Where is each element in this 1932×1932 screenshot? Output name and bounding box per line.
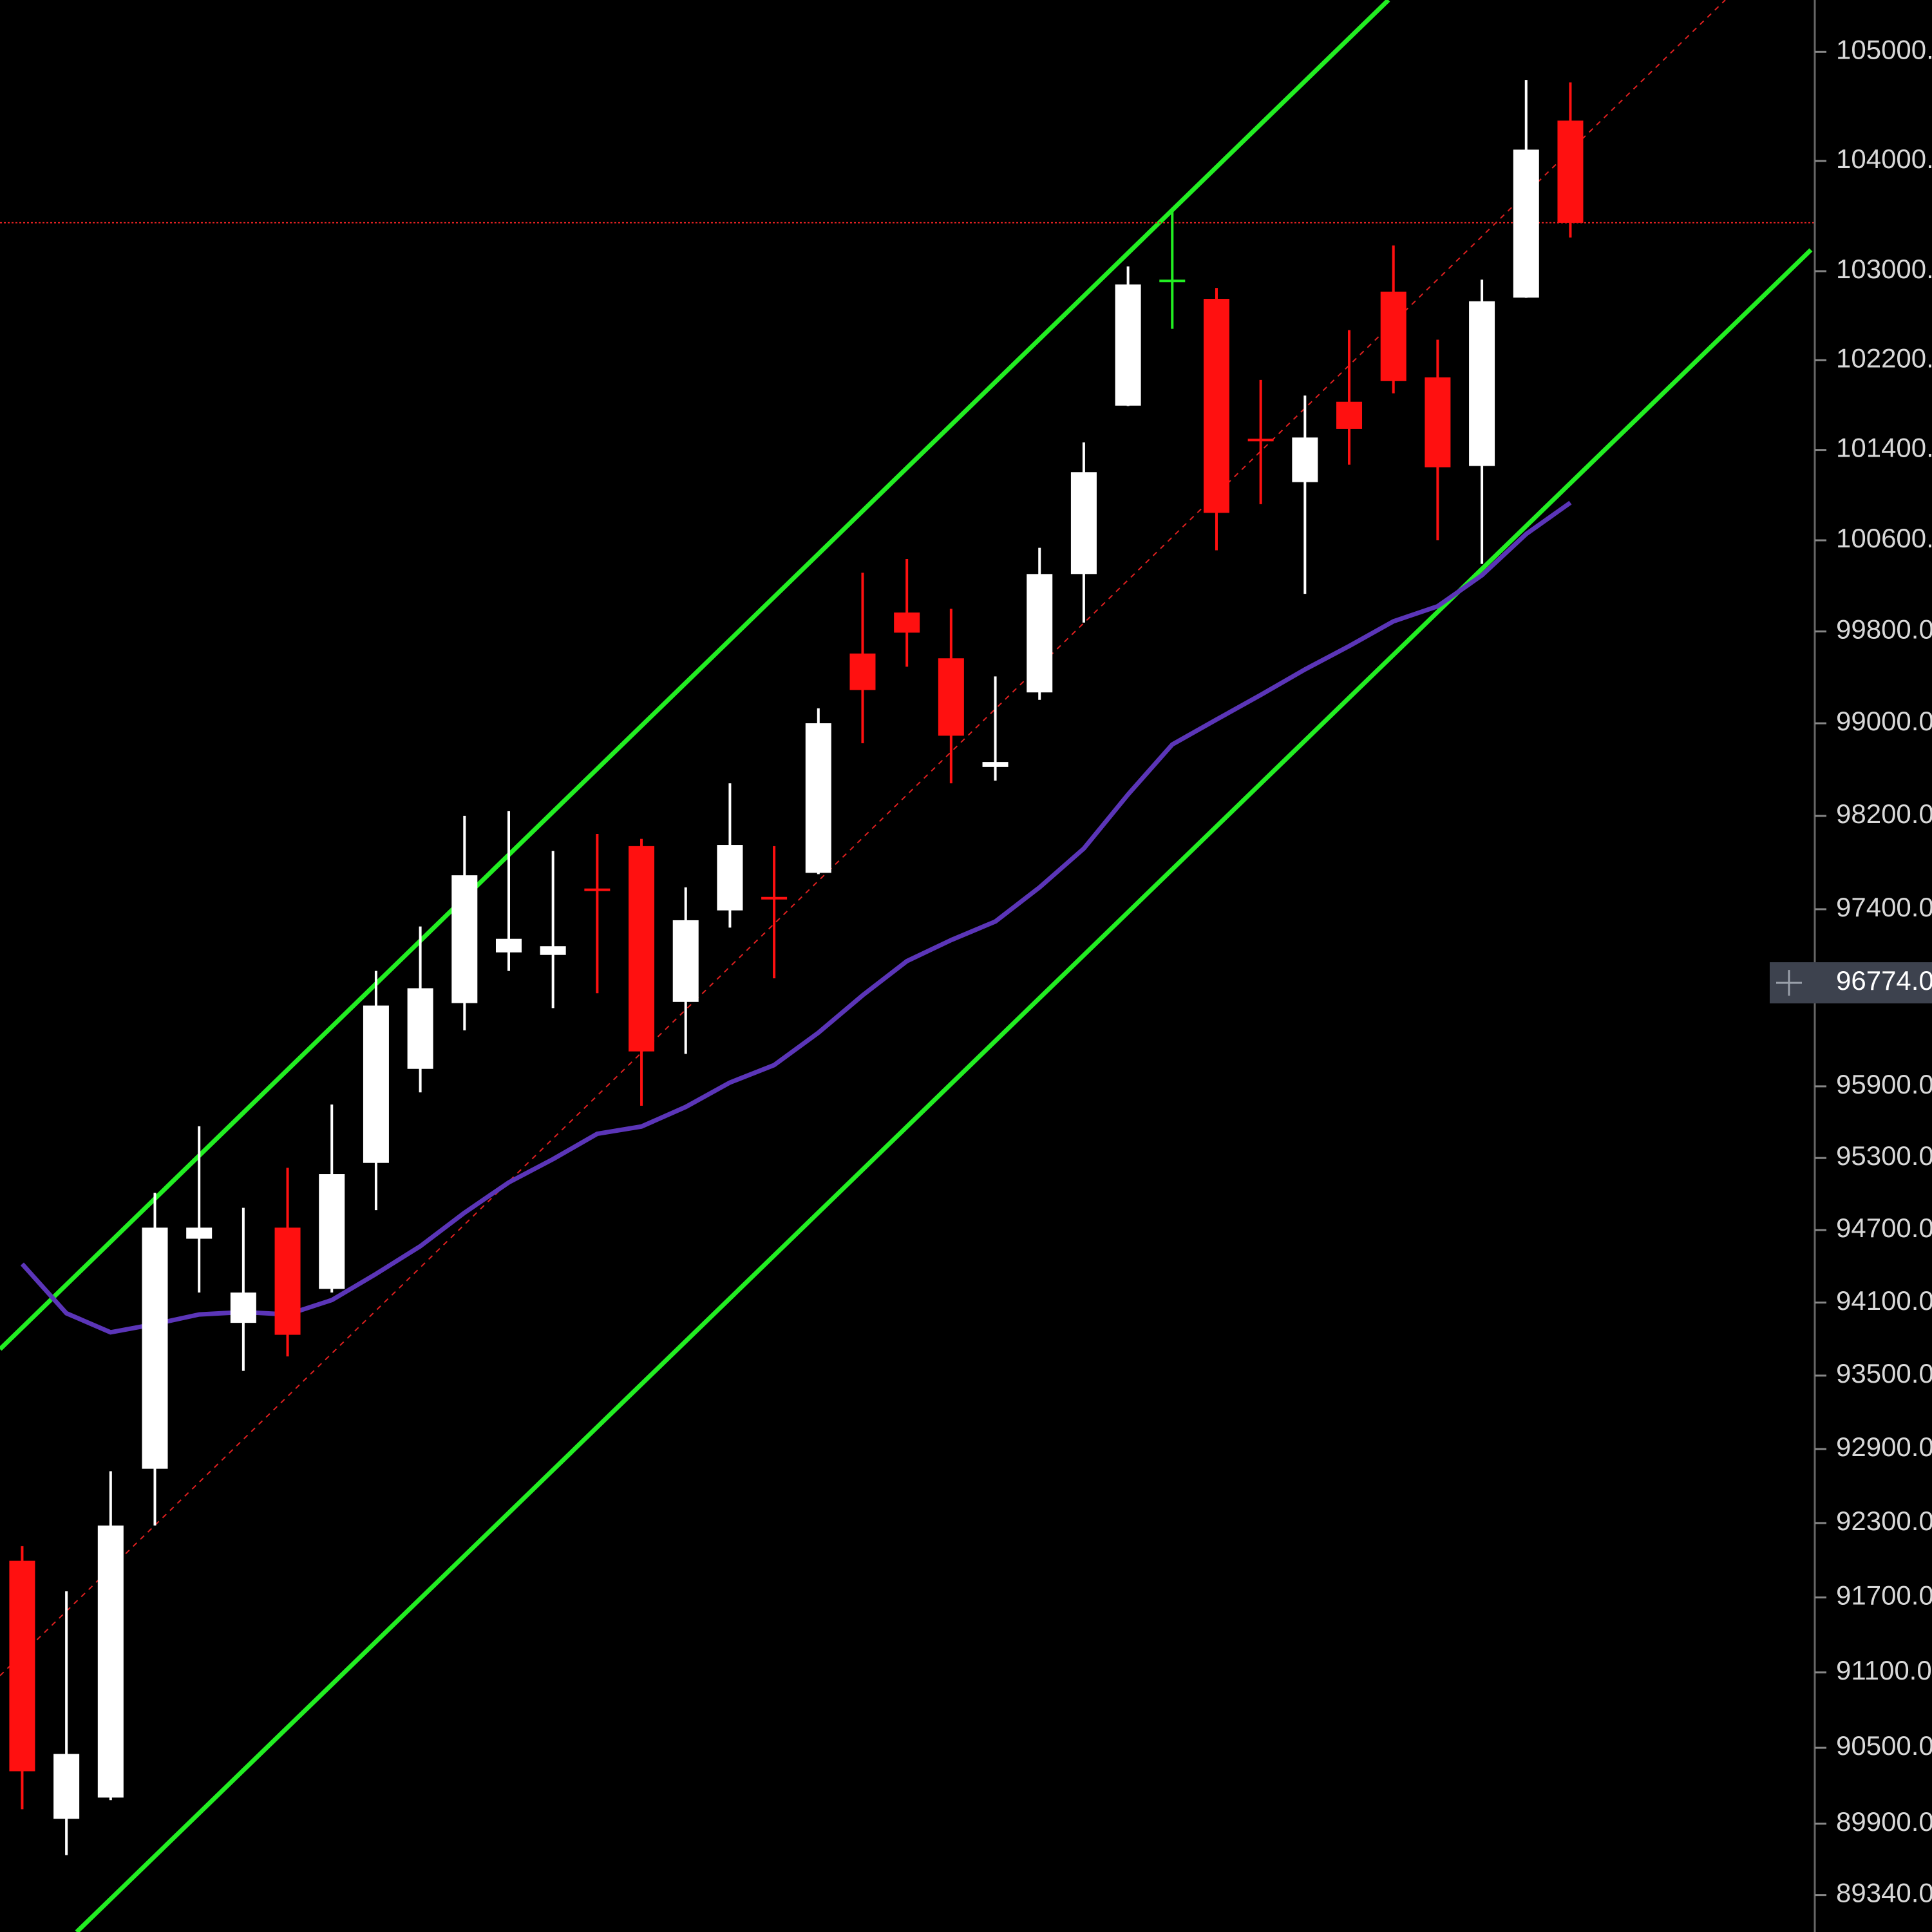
candle-body <box>97 1525 124 1798</box>
candle-body <box>451 875 478 1003</box>
candle-body <box>849 653 876 690</box>
candle-body <box>1027 574 1053 693</box>
y-tick-label: 100600.0 <box>1836 523 1932 553</box>
candle-body <box>540 946 566 955</box>
y-tick-label: 103000.0 <box>1836 254 1932 284</box>
candle-body <box>1115 284 1141 406</box>
y-tick-label: 99800.0 <box>1836 614 1932 645</box>
candle-body <box>53 1754 80 1819</box>
candle-body <box>407 988 433 1069</box>
y-tick-label: 94100.0 <box>1836 1285 1932 1316</box>
candle-body <box>142 1227 168 1469</box>
candle-body <box>584 888 611 891</box>
candle-body <box>805 723 831 873</box>
y-tick-label: 90500.0 <box>1836 1730 1932 1761</box>
candle-body <box>1336 401 1363 429</box>
candle-body <box>1380 291 1406 381</box>
y-axis: 105000.0 104000.0 103000.0 102200.0 101400.0… <box>1770 34 1932 1908</box>
candle-body <box>982 762 1009 767</box>
candle-body <box>1469 301 1495 466</box>
upper-channel-line <box>0 0 1390 1351</box>
candle-body <box>672 920 699 1002</box>
y-tick-label: 89340.0 <box>1836 1878 1932 1908</box>
candle-body <box>894 612 920 633</box>
y-tick-label: 104000.0 <box>1836 144 1932 174</box>
candle-body <box>319 1174 345 1289</box>
crosshair-label: 96774.0 <box>1836 965 1932 996</box>
y-tick-label: 92900.0 <box>1836 1432 1932 1462</box>
y-tick-label: 105000.0 <box>1836 34 1932 64</box>
plot <box>0 80 1815 1855</box>
candle-body <box>363 1005 389 1163</box>
y-tick-label: 93500.0 <box>1836 1358 1932 1388</box>
y-tick-label: 98200.0 <box>1836 799 1932 829</box>
candle-body <box>1070 472 1097 574</box>
y-tick-label: 99000.0 <box>1836 706 1932 736</box>
candle-body <box>186 1227 213 1239</box>
y-tick-label: 89900.0 <box>1836 1806 1932 1837</box>
candle-body <box>274 1227 301 1335</box>
y-tick-label: 101400.0 <box>1836 433 1932 463</box>
candle-body <box>9 1560 35 1772</box>
candle-body <box>1159 279 1186 283</box>
y-tick-label: 95300.0 <box>1836 1141 1932 1171</box>
y-tick-label: 91100.0 <box>1836 1655 1932 1685</box>
candle-body <box>1247 439 1274 442</box>
candle-body <box>1425 377 1451 468</box>
candle-body <box>495 938 522 952</box>
candle-body <box>717 845 743 911</box>
candle-body <box>230 1293 256 1323</box>
y-tick-label: 91700.0 <box>1836 1580 1932 1611</box>
y-tick-label: 97400.0 <box>1836 892 1932 922</box>
candle-body <box>761 896 788 900</box>
y-tick-label: 102200.0 <box>1836 343 1932 373</box>
y-tick-label: 92300.0 <box>1836 1506 1932 1536</box>
candle-body <box>1292 437 1318 482</box>
candle-body <box>1513 149 1539 298</box>
candle-body <box>1557 120 1584 223</box>
candle-body <box>629 846 655 1052</box>
y-tick-label: 95900.0 <box>1836 1069 1932 1099</box>
y-tick-label: 94700.0 <box>1836 1213 1932 1243</box>
lower-channel-line <box>75 248 1813 1932</box>
candle-body <box>1203 299 1229 513</box>
candle-body <box>938 658 964 736</box>
